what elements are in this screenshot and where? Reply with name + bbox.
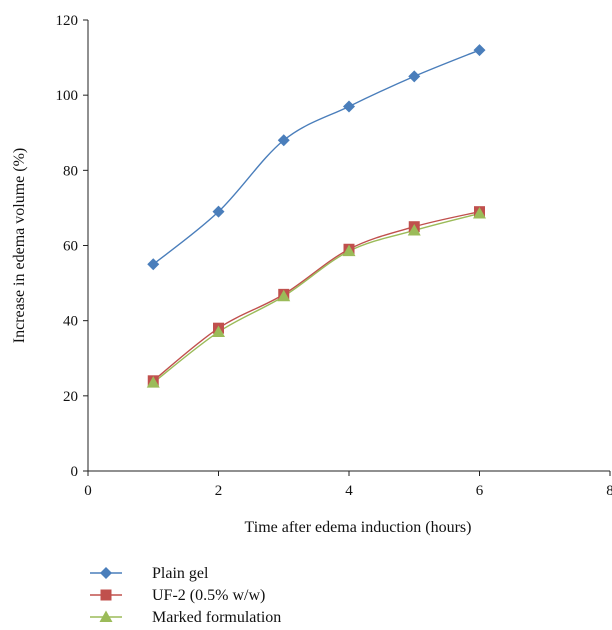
data-point <box>473 207 486 219</box>
y-tick-label: 20 <box>63 389 78 405</box>
series-lines <box>152 49 480 384</box>
x-axis-label: Time after edema induction (hours) <box>245 519 472 536</box>
y-axis-label: Increase in edema volume (%) <box>11 148 28 343</box>
y-tick-label: 80 <box>63 163 78 179</box>
y-tick-label: 40 <box>63 314 78 330</box>
data-point <box>212 325 225 337</box>
x-tick-label: 6 <box>476 483 484 499</box>
data-point <box>212 205 225 218</box>
data-point <box>277 134 290 147</box>
y-tick-label: 120 <box>56 13 79 29</box>
x-tick-label: 8 <box>606 483 612 499</box>
data-point <box>342 244 356 257</box>
legend-marker <box>100 567 112 579</box>
data-point <box>408 70 421 83</box>
data-point <box>147 258 160 271</box>
y-tick-label: 100 <box>56 88 79 104</box>
x-tick-label: 4 <box>345 483 353 499</box>
legend-label: Marked formulation <box>152 609 281 626</box>
data-point <box>277 289 291 302</box>
data-point <box>343 100 355 113</box>
series-line-1 <box>152 210 480 382</box>
x-ticks: 0 2 4 6 8 <box>84 471 612 499</box>
legend-marker <box>99 610 113 622</box>
series-line-0 <box>152 49 480 265</box>
series-markers <box>146 44 486 388</box>
data-point <box>146 376 160 388</box>
y-ticks: 0 20 40 60 80 100 120 <box>56 13 88 480</box>
data-point <box>473 44 486 57</box>
legend-label: Plain gel <box>152 565 209 582</box>
x-tick-label: 0 <box>84 483 92 499</box>
legend: Plain gel UF-2 (0.5% w/w) Marked formulati… <box>90 565 281 626</box>
x-tick-label: 2 <box>215 483 223 499</box>
y-tick-label: 0 <box>71 464 79 480</box>
series-line-2 <box>152 212 480 384</box>
y-tick-label: 60 <box>63 239 78 255</box>
data-point <box>407 223 421 236</box>
legend-label: UF-2 (0.5% w/w) <box>152 587 265 604</box>
legend-marker <box>100 589 112 601</box>
